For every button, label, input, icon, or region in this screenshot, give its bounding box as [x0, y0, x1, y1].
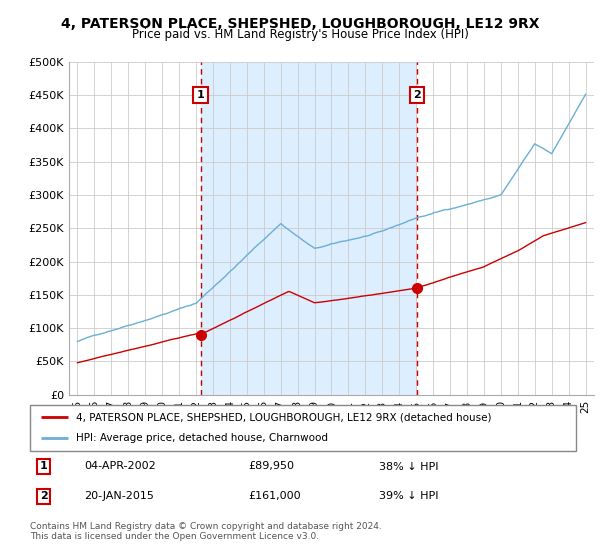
Text: £161,000: £161,000: [248, 491, 301, 501]
Text: 4, PATERSON PLACE, SHEPSHED, LOUGHBOROUGH, LE12 9RX: 4, PATERSON PLACE, SHEPSHED, LOUGHBOROUG…: [61, 17, 539, 31]
Text: 2: 2: [413, 90, 421, 100]
Text: 1: 1: [40, 461, 47, 472]
Text: 38% ↓ HPI: 38% ↓ HPI: [379, 461, 439, 472]
Text: 2: 2: [40, 491, 47, 501]
Text: Contains HM Land Registry data © Crown copyright and database right 2024.
This d: Contains HM Land Registry data © Crown c…: [30, 522, 382, 542]
Text: HPI: Average price, detached house, Charnwood: HPI: Average price, detached house, Char…: [76, 433, 328, 444]
Text: Price paid vs. HM Land Registry's House Price Index (HPI): Price paid vs. HM Land Registry's House …: [131, 28, 469, 41]
Text: 04-APR-2002: 04-APR-2002: [85, 461, 157, 472]
Text: 4, PATERSON PLACE, SHEPSHED, LOUGHBOROUGH, LE12 9RX (detached house): 4, PATERSON PLACE, SHEPSHED, LOUGHBOROUG…: [76, 412, 492, 422]
Text: 39% ↓ HPI: 39% ↓ HPI: [379, 491, 439, 501]
Bar: [200, 62, 417, 395]
Text: 20-JAN-2015: 20-JAN-2015: [85, 491, 154, 501]
Text: 1: 1: [197, 90, 205, 100]
FancyBboxPatch shape: [30, 405, 576, 451]
Text: £89,950: £89,950: [248, 461, 295, 472]
